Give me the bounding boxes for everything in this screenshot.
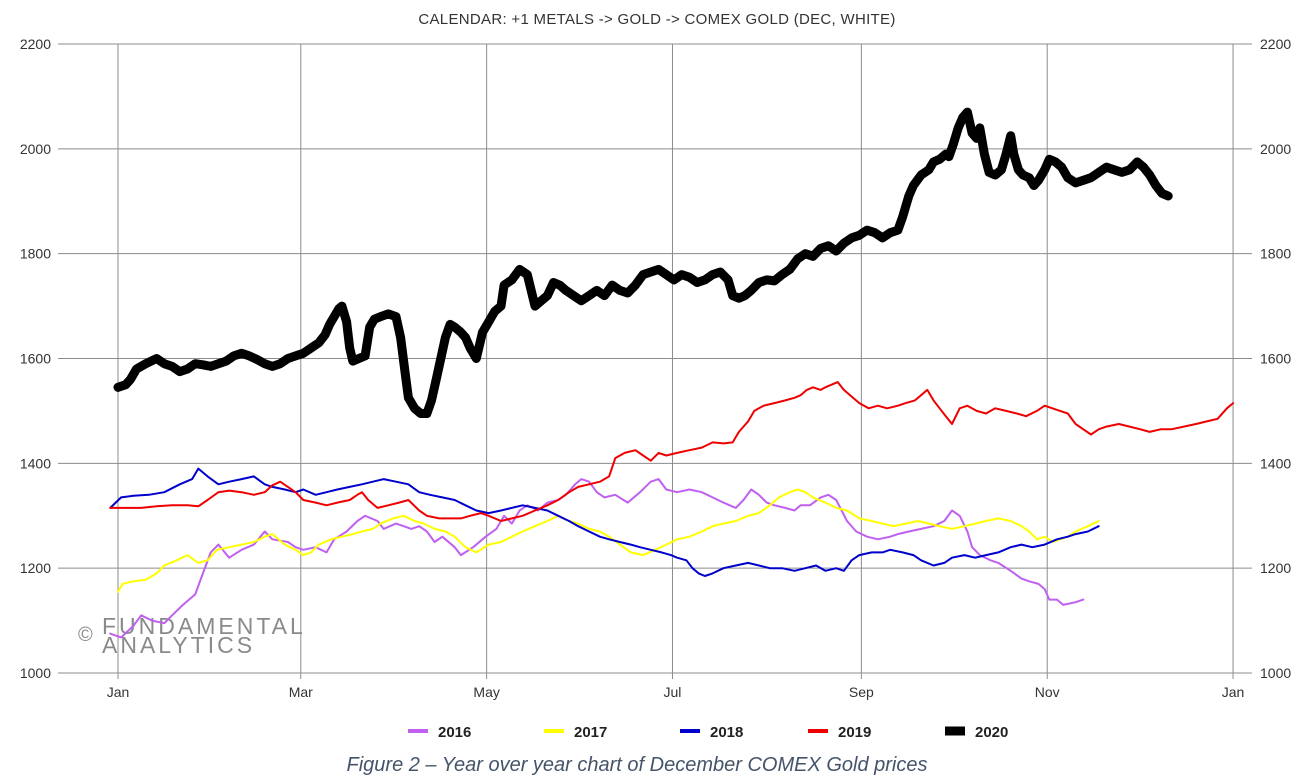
series-lines <box>109 107 1235 639</box>
y-tick-label-left: 1800 <box>20 246 51 262</box>
y-tick-label-right: 1800 <box>1260 246 1291 262</box>
series-line-2020 <box>113 107 1173 418</box>
y-tick-label-right: 2000 <box>1260 141 1291 157</box>
series-line-2017 <box>117 488 1100 593</box>
legend-label-2016: 2016 <box>438 724 471 741</box>
y-tick-label-left: 1600 <box>20 351 51 367</box>
y-axis-right: 1000 1200 1400 1600 1800 2000 2200 <box>1260 36 1291 681</box>
series-line-2016 <box>109 478 1085 639</box>
x-tick-label: Jan <box>107 684 130 700</box>
grid <box>58 43 1252 674</box>
y-axis-left: 1000 1200 1400 1600 1800 2000 2200 <box>20 36 51 681</box>
y-tick-label-right: 1400 <box>1260 455 1291 471</box>
y-tick-label-left: 1400 <box>20 455 51 471</box>
y-tick-label-left: 2000 <box>20 141 51 157</box>
x-tick-label: Jul <box>664 684 682 700</box>
x-axis: Jan Mar May Jul Sep Nov Jan <box>107 673 1245 700</box>
legend-label-2020: 2020 <box>975 724 1008 741</box>
y-tick-label-left: 1000 <box>20 665 51 681</box>
series-line-2018 <box>109 467 1100 577</box>
x-tick-label: Mar <box>289 684 313 700</box>
legend: 2016 2017 2018 2019 2020 <box>408 724 1008 741</box>
x-tick-label: Sep <box>849 684 874 700</box>
figure-caption: Figure 2 – Year over year chart of Decem… <box>347 754 928 776</box>
watermark: © FUNDAMENTAL ANALYTICS <box>78 613 306 658</box>
watermark-line2: ANALYTICS <box>102 632 255 658</box>
x-tick-label: Nov <box>1035 684 1060 700</box>
legend-label-2018: 2018 <box>710 724 743 741</box>
series-line-2019 <box>109 381 1235 522</box>
y-tick-label-right: 1200 <box>1260 560 1291 576</box>
chart-title: CALENDAR: +1 METALS -> GOLD -> COMEX GOL… <box>418 11 895 28</box>
y-tick-label-right: 1600 <box>1260 351 1291 367</box>
legend-label-2017: 2017 <box>574 724 607 741</box>
x-tick-label: Jan <box>1222 684 1245 700</box>
legend-label-2019: 2019 <box>838 724 871 741</box>
x-tick-label: May <box>473 684 499 700</box>
y-tick-label-left: 1200 <box>20 560 51 576</box>
watermark-line1: FUNDAMENTAL <box>102 613 306 639</box>
watermark-symbol: © <box>78 624 96 646</box>
y-tick-label-right: 1000 <box>1260 665 1291 681</box>
y-tick-label-left: 2200 <box>20 36 51 52</box>
y-tick-label-right: 2200 <box>1260 36 1291 52</box>
